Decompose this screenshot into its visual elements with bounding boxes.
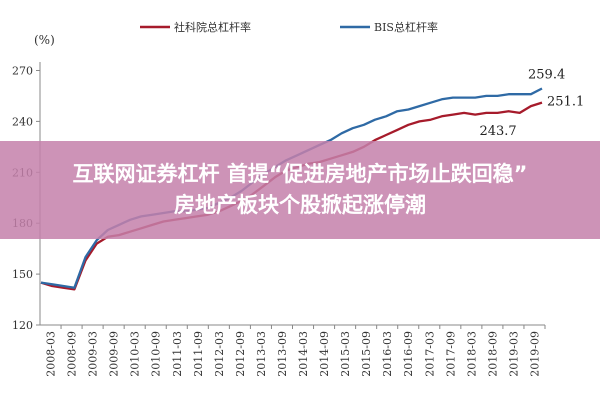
x-tick-label: 2015-09 [360,331,373,377]
x-tick-label: 2014-03 [297,331,310,377]
x-tick-label: 2017-09 [444,331,457,377]
annotation-label: 251.1 [547,95,584,110]
annotations: 259.4 251.1 243.7 [479,67,584,139]
y-tick-label: 120 [12,319,33,332]
annotation-label: 243.7 [479,124,516,139]
y-tick-label: 240 [12,115,33,128]
x-tick-label: 2014-09 [318,331,331,377]
legend-label-series-1: 社科院总杠杆率 [174,20,251,34]
x-tick-label: 2008-09 [66,331,79,377]
y-tick-label: 270 [12,64,33,77]
x-tick-label: 2009-09 [108,331,121,377]
x-tick-label: 2011-03 [171,331,184,377]
x-tick-label: 2010-03 [129,331,142,377]
x-tick-label: 2016-09 [402,331,415,377]
annotation-label: 259.4 [528,67,565,82]
headline-line-1: 互联网证券杠杆 首提“促进房地产市场止跌回稳” [72,162,528,186]
headline-banner: 互联网证券杠杆 首提“促进房地产市场止跌回稳” 房地产板块个股掀起涨停潮 [0,141,600,239]
x-tick-label: 2013-09 [276,331,289,377]
y-axis-unit-label: (%) [34,33,55,47]
legend-label-series-2: BIS总杠杆率 [374,20,438,34]
legend: 社科院总杠杆率 BIS总杠杆率 [140,20,438,34]
x-tick-label: 2018-09 [486,331,499,377]
x-tick-label: 2009-03 [87,331,100,377]
x-tick-label: 2011-09 [192,331,205,377]
x-tick-label: 2013-03 [255,331,268,377]
x-tick-label: 2018-03 [465,331,478,377]
y-tick-label: 150 [12,268,33,281]
x-tick-label: 2010-09 [150,331,163,377]
headline-line-2: 房地产板块个股掀起涨停潮 [174,193,426,217]
x-tick-label: 2015-03 [339,331,352,377]
x-tick-label: 2019-09 [528,331,541,377]
x-tick-label: 2012-09 [234,331,247,377]
x-tick-label: 2008-03 [45,331,58,377]
x-tick-label: 2017-03 [423,331,436,377]
x-tick-label: 2016-03 [381,331,394,377]
x-tick-label: 2012-03 [213,331,226,377]
x-ticks: 2008-03 2008-09 2009-03 2009-09 2010-03 2010-… [45,325,546,377]
x-tick-label: 2019-03 [507,331,520,377]
